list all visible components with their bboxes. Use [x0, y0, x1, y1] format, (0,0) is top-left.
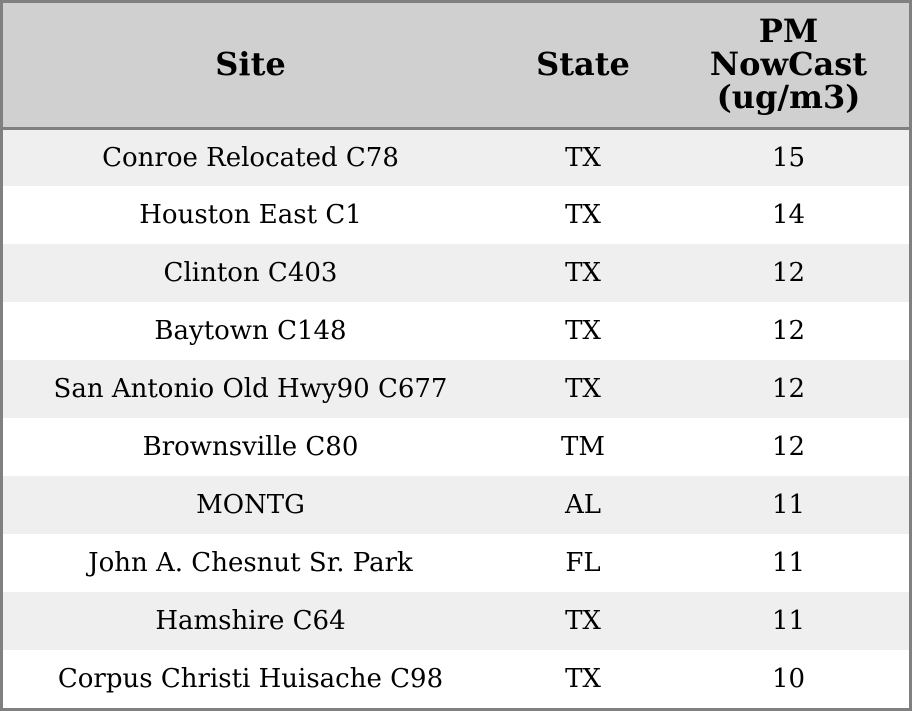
cell-state: FL	[565, 548, 601, 578]
header-state: State	[498, 3, 668, 130]
table-row: Brownsville C80 TM 12	[3, 418, 909, 476]
cell-pm: 12	[771, 374, 806, 404]
table-row: Corpus Christi Huisache C98 TX 10	[3, 650, 909, 708]
table-header: Site State PM NowCast (ug/m3)	[3, 3, 909, 130]
cell-pm: 11	[771, 606, 806, 636]
table-row: John A. Chesnut Sr. Park FL 11	[3, 534, 909, 592]
cell-state: TX	[565, 142, 601, 173]
table-row: Conroe Relocated C78 TX 15	[3, 128, 909, 186]
cell-site: Brownsville C80	[142, 432, 359, 462]
cell-pm: 11	[771, 548, 806, 578]
cell-state: TX	[565, 374, 601, 404]
cell-state: TX	[565, 606, 601, 636]
cell-state: TX	[565, 258, 601, 288]
table-row: Houston East C1 TX 14	[3, 186, 909, 244]
cell-site: John A. Chesnut Sr. Park	[88, 548, 413, 578]
cell-pm: 15	[771, 142, 806, 173]
cell-state: TM	[561, 432, 605, 462]
cell-pm: 14	[771, 200, 806, 230]
cell-site: Baytown C148	[154, 316, 347, 346]
data-table: Site State PM NowCast (ug/m3) Conroe Rel…	[3, 3, 909, 708]
cell-pm: 10	[771, 664, 806, 694]
cell-site: MONTG	[196, 490, 305, 520]
header-pm-line-3: (ug/m3)	[716, 78, 861, 117]
cell-state: AL	[564, 490, 602, 520]
cell-site: Clinton C403	[163, 258, 338, 288]
cell-site: San Antonio Old Hwy90 C677	[53, 374, 448, 404]
cell-state: TX	[565, 316, 601, 346]
header-pm-nowcast: PM NowCast (ug/m3)	[668, 3, 909, 130]
table-row: MONTG AL 11	[3, 476, 909, 534]
cell-site: Corpus Christi Huisache C98	[57, 664, 444, 694]
table-row: Baytown C148 TX 12	[3, 302, 909, 360]
cell-pm: 12	[771, 316, 806, 346]
cell-pm: 12	[771, 432, 806, 462]
cell-state: TX	[565, 200, 601, 230]
cell-site: Hamshire C64	[155, 606, 346, 636]
header-row: Site State PM NowCast (ug/m3)	[3, 3, 909, 130]
table-row: San Antonio Old Hwy90 C677 TX 12	[3, 360, 909, 418]
cell-site: Conroe Relocated C78	[102, 142, 399, 173]
table-body: Conroe Relocated C78 TX 15 Houston East …	[3, 128, 909, 708]
cell-site: Houston East C1	[139, 200, 362, 230]
table-row: Hamshire C64 TX 11	[3, 592, 909, 650]
cell-state: TX	[565, 664, 601, 694]
cell-pm: 11	[771, 490, 806, 520]
header-pm-line-1: PM	[758, 12, 819, 51]
table-row: Clinton C403 TX 12	[3, 244, 909, 302]
cell-pm: 12	[771, 258, 806, 288]
header-site: Site	[3, 3, 498, 130]
header-pm-line-2: NowCast	[709, 45, 868, 84]
